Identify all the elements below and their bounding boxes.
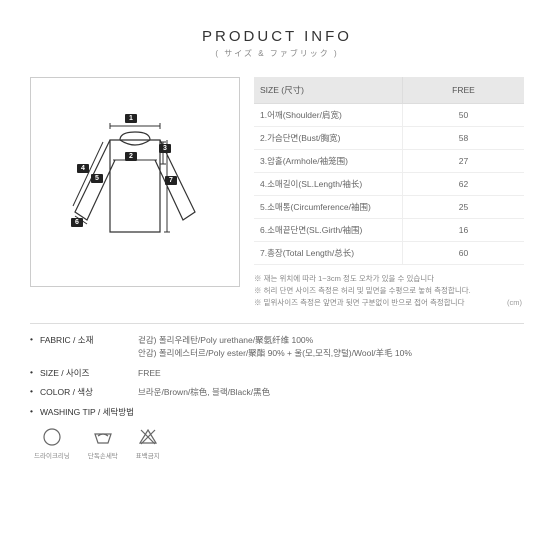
garment-diagram: 1 2 3 4 5 6 7 [30, 77, 240, 287]
table-row: 6.소매끝단면(SL.Girth/袖围)16 [254, 219, 524, 242]
diagram-marker-5: 5 [91, 174, 103, 183]
color-value: 브라운/Brown/棕色, 블랙/Black/黑色 [138, 386, 524, 399]
table-row: 7.총장(Total Length/总长)60 [254, 242, 524, 265]
no-bleach-icon: 표백금지 [136, 426, 160, 460]
care-icons: 드라이크리닝 단독손세탁 표백금지 [30, 426, 524, 460]
table-row: 1.어깨(Shoulder/肩宽)50 [254, 104, 524, 127]
table-row: 3.암홀(Armhole/袖笼围)27 [254, 150, 524, 173]
diagram-marker-2: 2 [125, 152, 137, 161]
size-header-free: FREE [403, 77, 525, 104]
size-header-label: SIZE (尺寸) [254, 77, 403, 104]
size-value: FREE [138, 367, 524, 380]
wash-label: WASHING TIP / 세탁방법 [40, 406, 138, 418]
handwash-icon: 단독손세탁 [88, 426, 118, 460]
diagram-marker-6: 6 [71, 218, 83, 227]
color-label: COLOR / 색상 [40, 386, 138, 398]
product-details: • FABRIC / 소재 겉감) 폴리우레탄/Poly urethane/聚氨… [30, 334, 524, 418]
diagram-marker-1: 1 [125, 114, 137, 123]
size-label: SIZE / 사이즈 [40, 367, 138, 379]
size-table: SIZE (尺寸) FREE 1.어깨(Shoulder/肩宽)50 2.가슴단… [254, 77, 524, 265]
diagram-marker-3: 3 [159, 144, 171, 153]
table-row: 5.소매통(Circumference/袖围)25 [254, 196, 524, 219]
dryclean-icon: 드라이크리닝 [34, 426, 70, 460]
shirt-icon [55, 102, 215, 262]
page-subtitle: ( サイズ & ファブリック ) [30, 48, 524, 59]
fabric-label: FABRIC / 소재 [40, 334, 138, 346]
page-title: PRODUCT INFO [30, 28, 524, 45]
table-row: 2.가슴단면(Bust/胸宽)58 [254, 127, 524, 150]
table-row: 4.소매길이(SL.Length/袖长)62 [254, 173, 524, 196]
divider [30, 323, 524, 324]
fabric-value: 겉감) 폴리우레탄/Poly urethane/聚氨纤维 100% 안감) 폴리… [138, 334, 524, 360]
measurement-notes: ※ 재는 위치에 따라 1~3cm 정도 오차가 있을 수 있습니다 ※ 허리 … [254, 273, 524, 309]
diagram-marker-4: 4 [77, 164, 89, 173]
diagram-marker-7: 7 [165, 176, 177, 185]
